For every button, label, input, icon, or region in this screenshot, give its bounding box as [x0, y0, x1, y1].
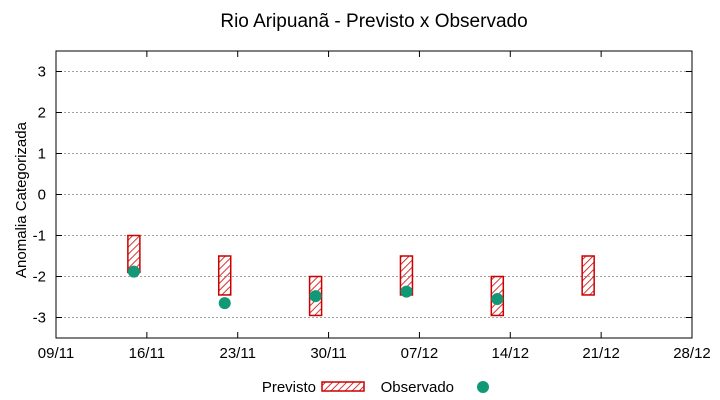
legend-swatch-previsto — [321, 381, 365, 392]
chart-title: Rio Aripuanã - Previsto x Observado — [220, 11, 527, 32]
previsto-range-bar — [581, 255, 595, 296]
x-tick-label: 07/12 — [401, 345, 439, 362]
x-tick-label: 23/11 — [219, 345, 255, 362]
gridlines — [56, 71, 692, 318]
legend-label-previsto: Previsto — [262, 379, 316, 396]
y-tick-label: -2 — [33, 269, 46, 286]
y-tick-label: 3 — [38, 64, 46, 81]
y-tick-label: 0 — [38, 187, 46, 204]
x-axis-ticks: 09/11 16/11 23/11 30/11 07/12 14/12 21/12 28/12 — [38, 51, 711, 362]
legend-swatch-observado — [477, 381, 489, 393]
observado-point — [491, 293, 504, 306]
y-tick-label: 1 — [38, 146, 46, 163]
x-tick-label: 09/11 — [38, 345, 74, 362]
y-tick-label: -3 — [33, 310, 46, 327]
observado-point — [127, 265, 140, 278]
plot-area-frame — [55, 50, 693, 339]
y-tick-label: -1 — [33, 228, 46, 245]
legend-label-observado: Observado — [381, 379, 454, 396]
observado-point — [218, 297, 231, 310]
observado-point — [309, 290, 322, 303]
x-tick-label: 16/11 — [129, 345, 165, 362]
legend: Previsto Observado — [262, 379, 489, 396]
y-axis-label: Anomalia Categorizada — [13, 121, 30, 278]
x-tick-label: 28/12 — [673, 345, 711, 362]
previsto-range-bar — [217, 255, 232, 296]
x-tick-label: 14/12 — [492, 345, 530, 362]
x-tick-label: 21/12 — [582, 345, 620, 362]
chart-marks — [127, 234, 595, 317]
y-axis-ticks: -3 -2 -1 0 1 2 3 — [33, 64, 692, 327]
x-tick-label: 30/11 — [310, 345, 346, 362]
y-tick-label: 2 — [38, 105, 46, 122]
observado-point — [400, 285, 413, 298]
